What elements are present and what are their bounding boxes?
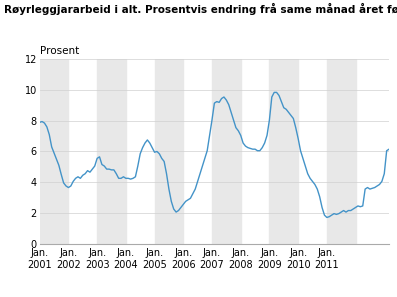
Bar xyxy=(327,59,356,244)
Bar xyxy=(97,59,126,244)
Bar xyxy=(212,59,241,244)
Bar xyxy=(154,59,183,244)
Text: Prosent: Prosent xyxy=(40,46,79,56)
Bar xyxy=(270,59,298,244)
Text: Røyrleggjararbeid i alt. Prosentvis endring frå same månad året før: Røyrleggjararbeid i alt. Prosentvis endr… xyxy=(4,3,397,15)
Bar xyxy=(40,59,68,244)
